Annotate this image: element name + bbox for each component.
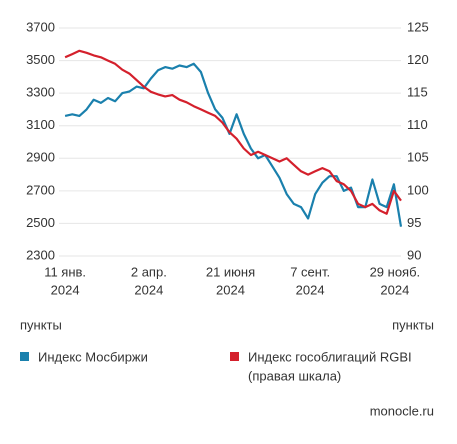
y-tick-label: 3700 xyxy=(26,19,55,34)
y-tick-label: 2300 xyxy=(26,247,55,262)
x-tick-label: 2024 xyxy=(380,282,409,297)
y2-tick-label: 105 xyxy=(407,150,429,165)
y2-tick-label: 115 xyxy=(407,85,428,100)
x-tick-label: 7 сент. xyxy=(290,264,330,279)
y-axis-label: пункты xyxy=(20,317,62,332)
line xyxy=(64,49,402,215)
legend-swatch xyxy=(20,352,29,361)
source: monocle.ru xyxy=(370,403,434,418)
y2-tick-label: 125 xyxy=(407,19,429,34)
x-tick-label: 21 июня xyxy=(206,264,255,279)
y-tick-label: 3300 xyxy=(26,85,55,100)
x-tick-label: 2024 xyxy=(296,282,325,297)
legend-swatch xyxy=(230,352,239,361)
x-tick-label: 2024 xyxy=(216,282,245,297)
y2-tick-label: 100 xyxy=(407,182,429,197)
y2-axis-label: пункты xyxy=(392,317,434,332)
y2-tick-label: 90 xyxy=(407,247,421,262)
y-tick-label: 3100 xyxy=(26,117,55,132)
legend-label: Индекс гособлигаций RGBI xyxy=(248,349,412,364)
legend-label: Индекс Мосбиржи xyxy=(38,349,148,364)
y-tick-label: 2900 xyxy=(26,150,55,165)
x-tick-label: 2024 xyxy=(134,282,163,297)
x-tick-label: 2 апр. xyxy=(131,264,167,279)
legend-note: (правая шкала) xyxy=(248,368,341,383)
y2-tick-label: 110 xyxy=(407,117,428,132)
y2-tick-label: 120 xyxy=(407,52,429,67)
y-tick-label: 2500 xyxy=(26,215,55,230)
x-tick-label: 2024 xyxy=(51,282,80,297)
y-tick-label: 2700 xyxy=(26,182,55,197)
line xyxy=(64,62,403,227)
x-tick-label: 29 нояб. xyxy=(370,264,421,279)
y2-tick-label: 95 xyxy=(407,215,421,230)
x-tick-label: 11 янв. xyxy=(44,264,86,279)
y-tick-label: 3500 xyxy=(26,52,55,67)
